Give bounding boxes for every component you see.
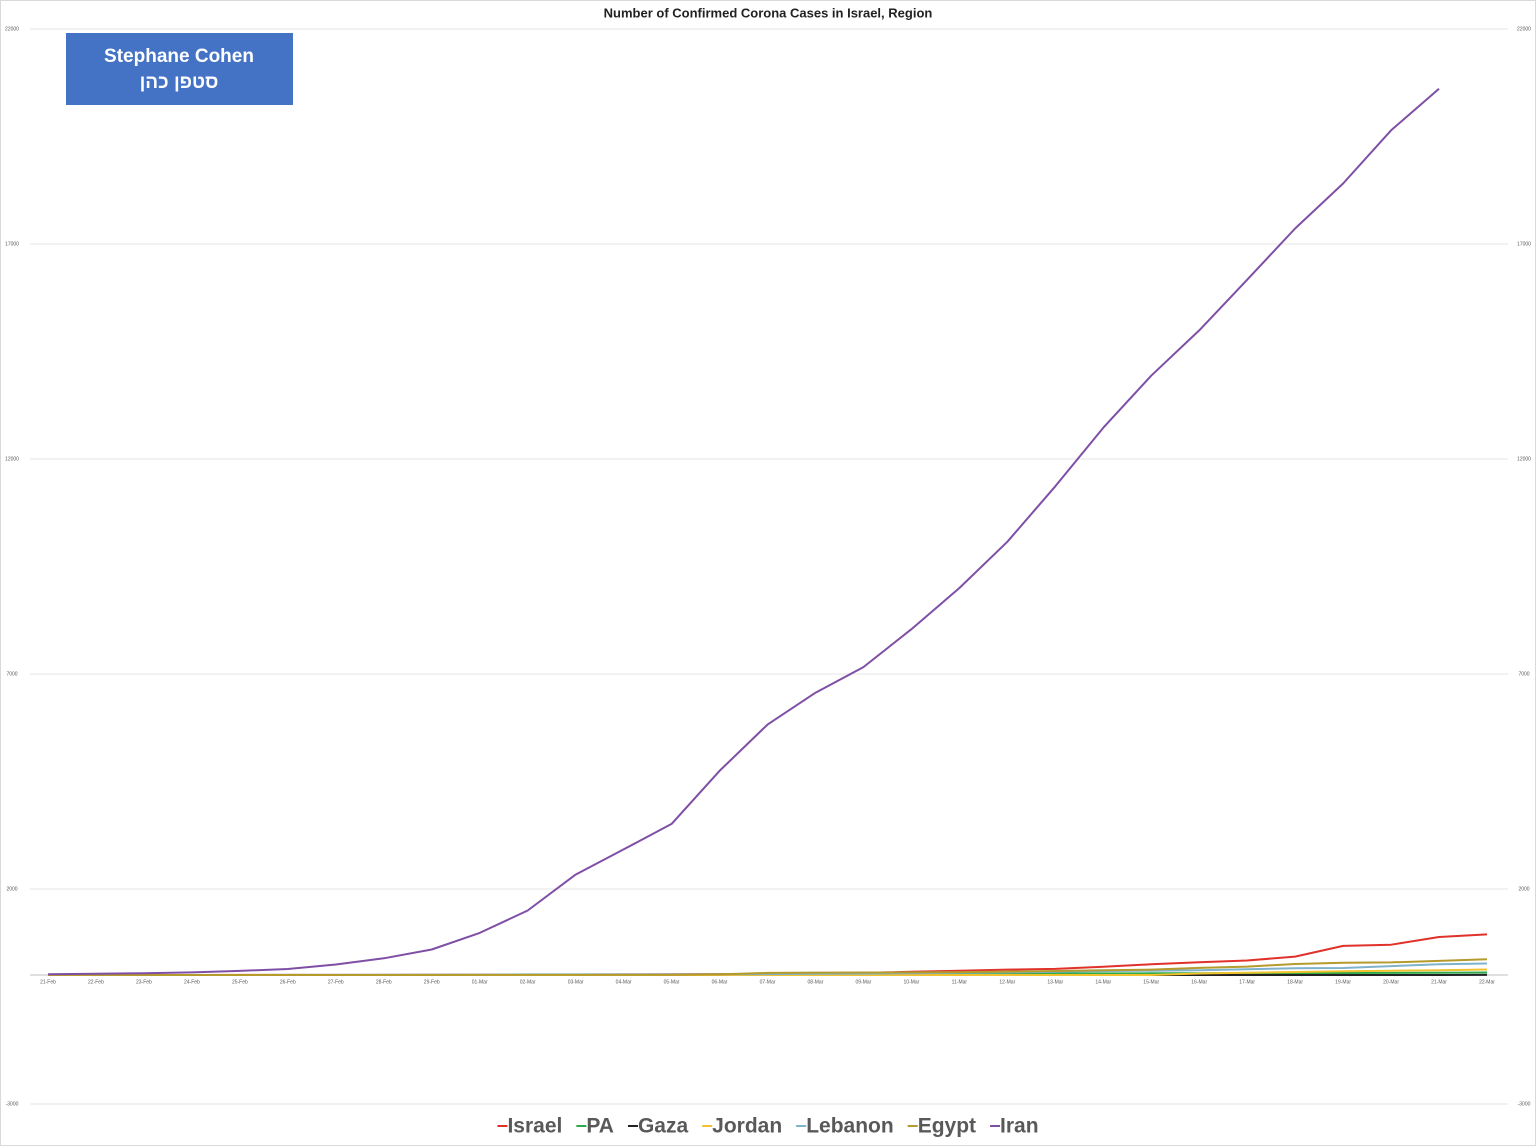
- x-tick-label: 17-Mar: [1239, 979, 1255, 985]
- x-tick-label: 27-Feb: [328, 979, 344, 985]
- x-tick-label: 11-Mar: [952, 979, 968, 985]
- x-tick-label: 09-Mar: [856, 979, 872, 985]
- x-tick-label: 25-Feb: [232, 979, 248, 985]
- x-tick-label: 29-Feb: [424, 979, 440, 985]
- x-tick-label: 05-Mar: [664, 979, 680, 985]
- y2-tick-label: 17000: [1517, 241, 1531, 247]
- x-tick-label: 24-Feb: [184, 979, 200, 985]
- y2-tick-label: -3000: [1518, 1101, 1531, 1107]
- x-tick-label: 15-Mar: [1143, 979, 1159, 985]
- x-tick-label: 22-Mar: [1479, 979, 1495, 985]
- x-tick-label: 26-Feb: [280, 979, 296, 985]
- legend-label: Egypt: [918, 1115, 976, 1138]
- x-tick-label: 28-Feb: [376, 979, 392, 985]
- series-line: [48, 958, 1488, 976]
- x-tick-label: 21-Feb: [40, 979, 56, 985]
- legend-label: Iran: [1000, 1115, 1039, 1138]
- x-tick-label: 23-Feb: [136, 979, 152, 985]
- x-tick-label: 21-Mar: [1431, 979, 1447, 985]
- y-tick-label: 12000: [5, 456, 19, 462]
- x-tick-label: 22-Feb: [88, 979, 104, 985]
- legend-label: PA: [586, 1115, 614, 1138]
- y2-tick-label: 7000: [1518, 671, 1529, 677]
- x-tick-label: 20-Mar: [1383, 979, 1399, 985]
- y2-tick-label: 2000: [1518, 886, 1529, 892]
- x-tick-label: 04-Mar: [616, 979, 632, 985]
- y2-tick-label: 22000: [1517, 26, 1531, 32]
- legend-label: Lebanon: [806, 1115, 894, 1138]
- x-tick-label: 18-Mar: [1287, 979, 1303, 985]
- y-tick-label: 2000: [6, 886, 17, 892]
- x-tick-label: 14-Mar: [1095, 979, 1111, 985]
- x-tick-label: 16-Mar: [1191, 979, 1207, 985]
- x-tick-label: 07-Mar: [760, 979, 776, 985]
- chart-title: Number of Confirmed Corona Cases in Isra…: [604, 5, 933, 20]
- x-tick-label: 08-Mar: [808, 979, 824, 985]
- y2-tick-label: 12000: [1517, 456, 1531, 462]
- x-tick-label: 02-Mar: [520, 979, 536, 985]
- x-tick-label: 13-Mar: [1047, 979, 1063, 985]
- y-tick-label: -3000: [6, 1101, 19, 1107]
- x-tick-label: 10-Mar: [903, 979, 919, 985]
- legend-label: Israel: [507, 1115, 562, 1138]
- watermark-box: [66, 33, 293, 105]
- x-tick-label: 12-Mar: [999, 979, 1015, 985]
- legend-label: Gaza: [638, 1115, 689, 1138]
- series-line: [47, 88, 1440, 976]
- y-tick-label: 22000: [5, 26, 19, 32]
- watermark-text: Stephane Cohen: [104, 46, 254, 67]
- x-tick-label: 03-Mar: [568, 979, 584, 985]
- x-tick-label: 19-Mar: [1335, 979, 1351, 985]
- legend-label: Jordan: [712, 1115, 782, 1138]
- x-tick-label: 06-Mar: [712, 979, 728, 985]
- y-tick-label: 17000: [5, 241, 19, 247]
- watermark-text: סטפן כהן: [140, 72, 219, 93]
- y-tick-label: 7000: [6, 671, 17, 677]
- x-tick-label: 01-Mar: [472, 979, 488, 985]
